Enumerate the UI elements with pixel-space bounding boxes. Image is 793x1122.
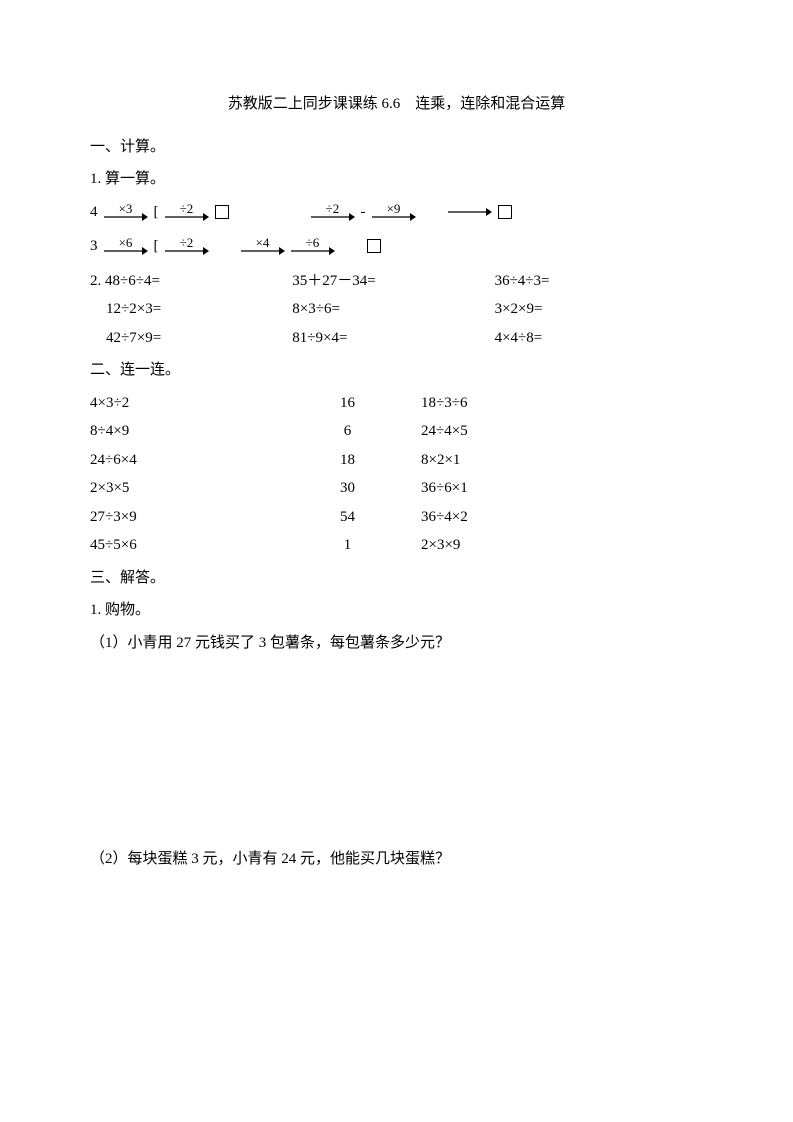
eq: 81÷9×4=: [292, 324, 494, 353]
connect-mid: 54: [274, 503, 421, 532]
eq: 42÷7×9=: [90, 324, 292, 353]
connect-mid: 30: [274, 474, 421, 503]
arrow-icon: ÷6: [291, 236, 335, 256]
connect-row: 24÷6×4 18 8×2×1: [90, 446, 703, 475]
connect-right: 36÷6×1: [421, 474, 642, 503]
chain-1: 4 ×3 [ ÷2 ÷2 - ×9: [90, 198, 703, 227]
equation-row: 2. 48÷6÷4= 35＋27－34= 36÷4÷3=: [90, 267, 703, 296]
connect-right: 2×3×9: [421, 531, 642, 560]
connect-left: 8÷4×9: [90, 417, 274, 446]
chain-node: [: [154, 232, 159, 261]
section-1-heading: 一、计算。: [90, 133, 703, 162]
eq: 12÷2×3=: [90, 295, 292, 324]
connect-left: 4×3÷2: [90, 389, 274, 418]
answer-box: [215, 205, 229, 219]
connect-right: 8×2×1: [421, 446, 642, 475]
connect-row: 8÷4×9 6 24÷4×5: [90, 417, 703, 446]
chain-node: 3: [90, 232, 98, 261]
arrow-icon: ÷2: [165, 236, 209, 256]
arrow-icon: ×9: [372, 202, 416, 222]
connect-row: 4×3÷2 16 18÷3÷6: [90, 389, 703, 418]
eq: 8×3÷6=: [292, 295, 494, 324]
connect-row: 27÷3×9 54 36÷4×2: [90, 503, 703, 532]
connect-right: 24÷4×5: [421, 417, 642, 446]
page-title: 苏教版二上同步课课练 6.6 连乘，连除和混合运算: [90, 90, 703, 119]
arrow-icon: [448, 207, 492, 217]
answer-box: [367, 239, 381, 253]
page: 苏教版二上同步课课练 6.6 连乘，连除和混合运算 一、计算。 1. 算一算。 …: [0, 0, 793, 938]
arrow-icon: ×6: [104, 236, 148, 256]
section-3-heading: 三、解答。: [90, 564, 703, 593]
eq: 36÷4÷3=: [495, 267, 697, 296]
eq: 2. 48÷6÷4=: [90, 267, 292, 296]
chain-node: [: [154, 198, 159, 227]
question-2: （2）每块蛋糕 3 元，小青有 24 元，他能买几块蛋糕？: [90, 845, 703, 874]
connect-mid: 1: [274, 531, 421, 560]
connect-row: 45÷5×6 1 2×3×9: [90, 531, 703, 560]
connect-row: 2×3×5 30 36÷6×1: [90, 474, 703, 503]
arrow-icon: ÷2: [165, 202, 209, 222]
connect-left: 45÷5×6: [90, 531, 274, 560]
arrow-icon: ÷2: [311, 202, 355, 222]
question-1: （1）小青用 27 元钱买了 3 包薯条，每包薯条多少元？: [90, 629, 703, 658]
section-1-sub1: 1. 算一算。: [90, 165, 703, 194]
chain-node: 4: [90, 198, 98, 227]
connect-mid: 18: [274, 446, 421, 475]
chain-2: 3 ×6 [ ÷2 ×4 ÷6: [90, 232, 703, 261]
chain-node: -: [361, 198, 366, 227]
arrow-icon: ×4: [241, 236, 285, 256]
connect-right: 36÷4×2: [421, 503, 642, 532]
connect-left: 27÷3×9: [90, 503, 274, 532]
equation-row: 42÷7×9= 81÷9×4= 4×4÷8=: [90, 324, 703, 353]
answer-box: [498, 205, 512, 219]
equation-row: 12÷2×3= 8×3÷6= 3×2×9=: [90, 295, 703, 324]
arrow-icon: ×3: [104, 202, 148, 222]
section-2-heading: 二、连一连。: [90, 356, 703, 385]
connect-right: 18÷3÷6: [421, 389, 642, 418]
connect-mid: 16: [274, 389, 421, 418]
eq: 3×2×9=: [495, 295, 697, 324]
section-3-sub: 1. 购物。: [90, 596, 703, 625]
connect-mid: 6: [274, 417, 421, 446]
connect-left: 24÷6×4: [90, 446, 274, 475]
eq: 35＋27－34=: [292, 267, 494, 296]
connect-left: 2×3×5: [90, 474, 274, 503]
eq: 4×4÷8=: [495, 324, 697, 353]
